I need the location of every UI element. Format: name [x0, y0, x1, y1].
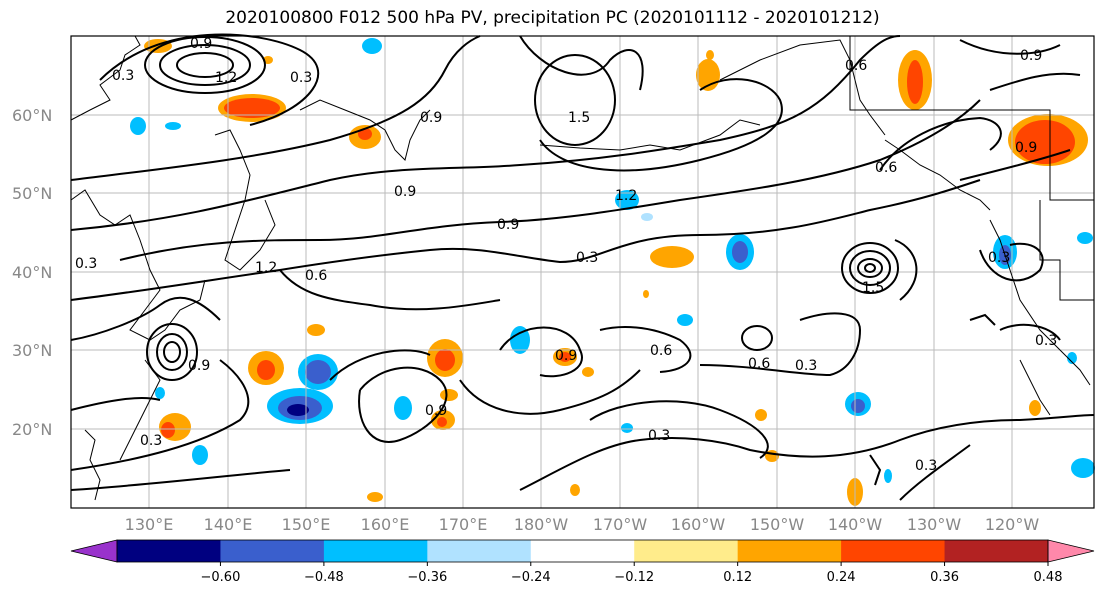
longitude-label: 170°W — [593, 515, 648, 534]
longitude-label: 160°W — [671, 515, 726, 534]
longitude-label: 140°W — [828, 515, 883, 534]
longitude-label: 150°E — [282, 515, 331, 534]
contour-label: 0.3 — [112, 68, 134, 84]
latitude-label: 50°N — [12, 184, 52, 203]
colorbar: −0.60 −0.48 −0.36 −0.24 −0.12 0.12 0.24 0.36 0.4… — [70, 539, 1095, 585]
latitude-label: 30°N — [12, 341, 52, 360]
contour-label: 1.2 — [215, 70, 237, 86]
colorbar-arrow-max — [1047, 539, 1095, 563]
contour-label: 0.3 — [290, 70, 312, 86]
colorbar-tick-label: 0.48 — [1034, 570, 1063, 585]
longitude-label: 130°W — [907, 515, 962, 534]
colorbar-tick-label: −0.36 — [407, 570, 447, 585]
contour-label-group: 0.9 0.3 1.2 0.3 1.5 0.9 0.9 1.2 0.9 0.6 … — [75, 36, 1057, 474]
contour-label: 0.3 — [1035, 333, 1057, 349]
contour-label: 0.6 — [650, 343, 672, 359]
contour-label: 0.9 — [497, 217, 519, 233]
contour-label: 1.5 — [568, 110, 590, 126]
pv-contours — [70, 33, 1095, 501]
colorbar-segment — [944, 540, 1049, 562]
contour-label: 0.9 — [394, 184, 416, 200]
longitude-label: 170°E — [439, 515, 488, 534]
contour-label: 0.9 — [425, 403, 447, 419]
contour-label: 1.5 — [862, 280, 884, 296]
latitude-label: 60°N — [12, 106, 52, 125]
map-frame — [70, 35, 1095, 509]
graticule — [71, 36, 1094, 508]
contour-label: 1.2 — [615, 188, 637, 204]
colorbar-segment — [323, 540, 428, 562]
contour-label: 0.3 — [576, 250, 598, 266]
colorbar-outline — [116, 539, 1049, 563]
latitude-label: 40°N — [12, 263, 52, 282]
contour-label: 0.3 — [988, 250, 1010, 266]
colorbar-tick-label: −0.12 — [614, 570, 654, 585]
contour-label: 0.3 — [140, 433, 162, 449]
contour-label: 0.6 — [305, 268, 327, 284]
contour-label: 0.3 — [648, 428, 670, 444]
longitude-label: 160°E — [361, 515, 410, 534]
contour-label: 0.3 — [915, 458, 937, 474]
colorbar-segment — [117, 540, 221, 562]
contour-label: 0.6 — [748, 356, 770, 372]
contour-label: 0.9 — [1020, 48, 1042, 64]
colorbar-segment — [737, 540, 842, 562]
colorbar-arrow-min — [70, 539, 118, 563]
colorbar-tick-label: −0.48 — [304, 570, 344, 585]
longitude-label: 150°W — [750, 515, 805, 534]
colorbar-tick-label: 0.24 — [827, 570, 856, 585]
contour-label: 0.9 — [1015, 140, 1037, 156]
coastlines — [70, 35, 1094, 501]
contour-label: 0.3 — [75, 256, 97, 272]
longitude-label: 120°W — [985, 515, 1040, 534]
contour-label: 0.9 — [188, 358, 210, 374]
contour-label: 0.6 — [875, 160, 897, 176]
colorbar-tick-label: 0.36 — [930, 570, 959, 585]
contour-label: 0.3 — [795, 358, 817, 374]
contour-label: 0.6 — [845, 58, 867, 74]
colorbar-tick-label: −0.24 — [511, 570, 551, 585]
longitude-labels: 130°E 140°E 150°E 160°E 170°E 180°W 170°… — [125, 515, 1040, 534]
contour-label: 0.9 — [190, 36, 212, 52]
contour-label: 0.9 — [420, 110, 442, 126]
contour-label: 0.9 — [555, 348, 577, 364]
contour-label: 1.2 — [255, 260, 277, 276]
colorbar-segment — [220, 540, 325, 562]
map-title: 2020100800 F012 500 hPa PV, precipitatio… — [225, 8, 880, 28]
colorbar-tick-label: 0.12 — [723, 570, 752, 585]
longitude-label: 140°E — [204, 515, 253, 534]
latitude-label: 20°N — [12, 420, 52, 439]
colorbar-segment — [634, 540, 739, 562]
colorbar-segment — [841, 540, 946, 562]
colorbar-segment — [530, 540, 635, 562]
colorbar-tick-label: −0.60 — [201, 570, 241, 585]
colorbar-segment — [427, 540, 532, 562]
longitude-label: 130°E — [125, 515, 174, 534]
latitude-labels: 60°N 50°N 40°N 30°N 20°N — [12, 106, 52, 439]
longitude-label: 180°W — [514, 515, 569, 534]
